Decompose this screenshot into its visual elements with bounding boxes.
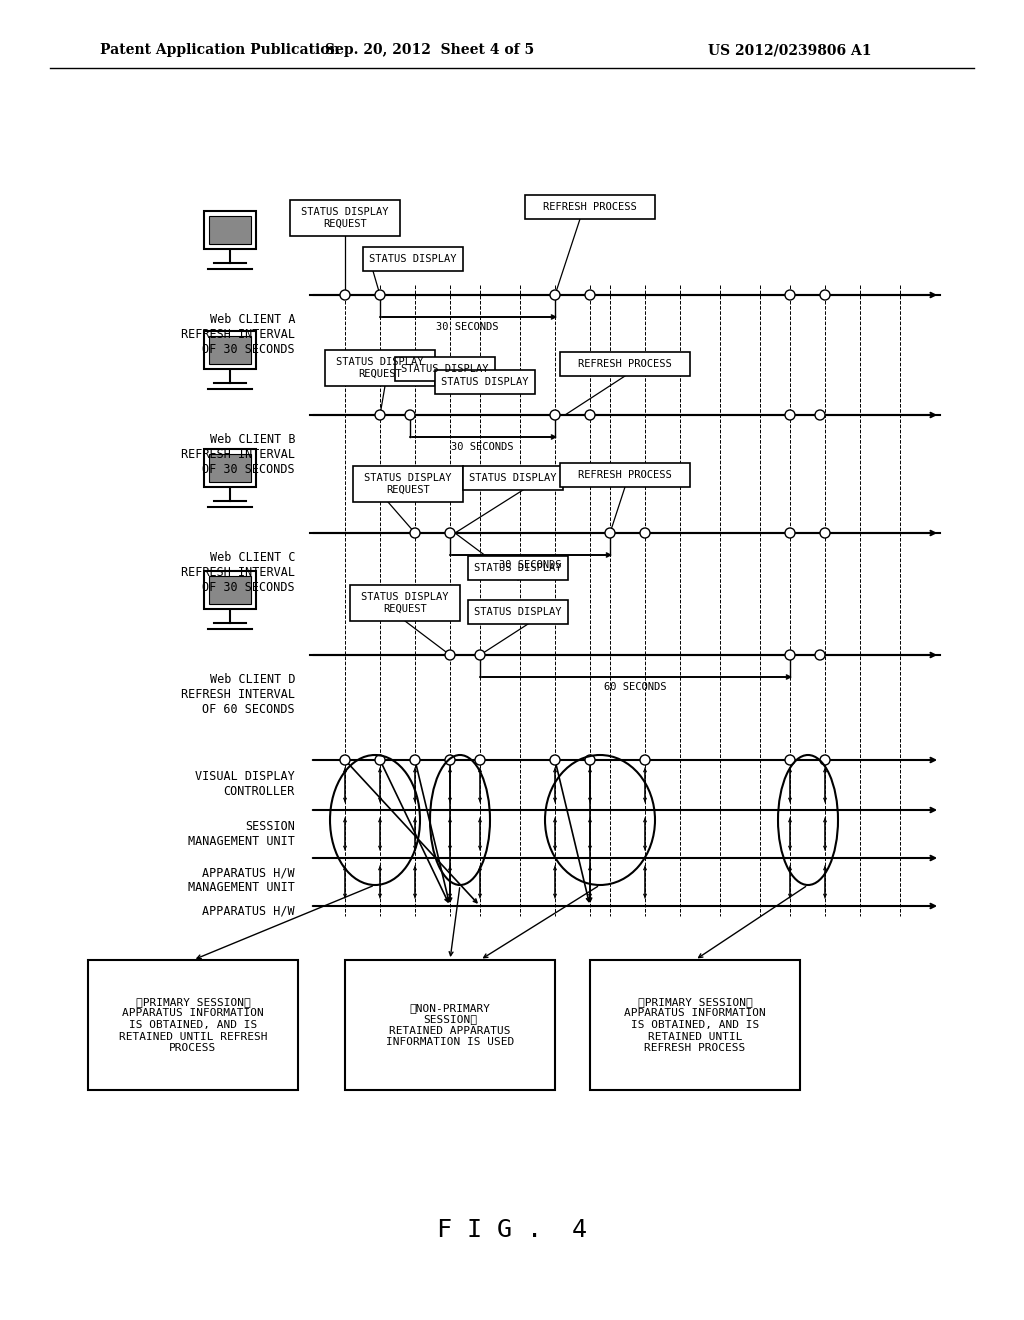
Text: US 2012/0239806 A1: US 2012/0239806 A1 [709,44,871,57]
Circle shape [785,528,795,539]
Circle shape [410,528,420,539]
Bar [204,211,256,249]
Bar [209,337,251,364]
Circle shape [375,290,385,300]
Bar [345,960,555,1090]
Bar [463,466,563,490]
Bar [290,201,400,236]
Text: APPARATUS H/W
MANAGEMENT UNIT: APPARATUS H/W MANAGEMENT UNIT [188,866,295,894]
Circle shape [815,411,825,420]
Bar [204,449,256,487]
Text: F I G .  4: F I G . 4 [437,1218,587,1242]
Circle shape [550,755,560,766]
Circle shape [605,528,615,539]
Circle shape [820,755,830,766]
Circle shape [406,411,415,420]
Text: 《NON-PRIMARY
SESSION》
RETAINED APPARATUS
INFORMATION IS USED: 《NON-PRIMARY SESSION》 RETAINED APPARATUS… [386,1003,514,1047]
Bar [204,331,256,370]
Text: Web CLIENT A
REFRESH INTERVAL
OF 30 SECONDS: Web CLIENT A REFRESH INTERVAL OF 30 SECO… [181,313,295,356]
Bar [362,247,463,271]
Circle shape [550,411,560,420]
Circle shape [820,290,830,300]
Circle shape [815,649,825,660]
Bar [353,466,463,502]
Bar [560,352,690,376]
Circle shape [340,755,350,766]
Circle shape [640,528,650,539]
Text: 《PRIMARY SESSION》
APPARATUS INFORMATION
IS OBTAINED, AND IS
RETAINED UNTIL REFRE: 《PRIMARY SESSION》 APPARATUS INFORMATION … [119,997,267,1053]
Text: Web CLIENT B
REFRESH INTERVAL
OF 30 SECONDS: Web CLIENT B REFRESH INTERVAL OF 30 SECO… [181,433,295,477]
Text: Web CLIENT C
REFRESH INTERVAL
OF 30 SECONDS: Web CLIENT C REFRESH INTERVAL OF 30 SECO… [181,550,295,594]
Text: 30 SECONDS: 30 SECONDS [436,322,499,333]
Text: REFRESH PROCESS: REFRESH PROCESS [579,359,672,370]
Circle shape [785,290,795,300]
Bar [468,601,568,624]
Text: 30 SECONDS: 30 SECONDS [499,560,561,570]
Text: REFRESH PROCESS: REFRESH PROCESS [579,470,672,480]
Text: STATUS DISPLAY
REQUEST: STATUS DISPLAY REQUEST [365,473,452,495]
Text: Web CLIENT D
REFRESH INTERVAL
OF 60 SECONDS: Web CLIENT D REFRESH INTERVAL OF 60 SECO… [181,673,295,715]
Circle shape [340,290,350,300]
Bar [209,576,251,605]
Bar [325,350,435,385]
Text: 30 SECONDS: 30 SECONDS [452,442,514,451]
Text: APPARATUS H/W: APPARATUS H/W [203,904,295,917]
Bar [350,585,460,620]
Text: STATUS DISPLAY: STATUS DISPLAY [469,473,557,483]
Text: REFRESH PROCESS: REFRESH PROCESS [543,202,637,213]
Text: 《PRIMARY SESSION》
APPARATUS INFORMATION
IS OBTAINED, AND IS
RETAINED UNTIL
REFRE: 《PRIMARY SESSION》 APPARATUS INFORMATION … [624,997,766,1053]
Circle shape [820,528,830,539]
Circle shape [475,755,485,766]
Circle shape [785,755,795,766]
Text: STATUS DISPLAY
REQUEST: STATUS DISPLAY REQUEST [336,358,424,379]
Circle shape [585,411,595,420]
Text: STATUS DISPLAY
REQUEST: STATUS DISPLAY REQUEST [361,593,449,614]
Circle shape [585,290,595,300]
Text: STATUS DISPLAY: STATUS DISPLAY [474,564,562,573]
Text: STATUS DISPLAY: STATUS DISPLAY [474,607,562,616]
Text: STATUS DISPLAY
REQUEST: STATUS DISPLAY REQUEST [301,207,389,228]
Circle shape [640,755,650,766]
Circle shape [445,649,455,660]
Bar [525,195,655,219]
Circle shape [785,411,795,420]
Circle shape [445,528,455,539]
Circle shape [785,649,795,660]
Text: VISUAL DISPLAY
CONTROLLER: VISUAL DISPLAY CONTROLLER [196,770,295,799]
Bar [209,454,251,482]
Text: STATUS DISPLAY: STATUS DISPLAY [401,364,488,374]
Bar [435,370,535,393]
Circle shape [550,290,560,300]
Circle shape [585,755,595,766]
Bar [468,556,568,579]
Bar [88,960,298,1090]
Text: STATUS DISPLAY: STATUS DISPLAY [370,253,457,264]
Bar [204,572,256,609]
Text: 60 SECONDS: 60 SECONDS [604,682,667,692]
Text: Sep. 20, 2012  Sheet 4 of 5: Sep. 20, 2012 Sheet 4 of 5 [326,44,535,57]
Bar [209,216,251,244]
Text: STATUS DISPLAY: STATUS DISPLAY [441,378,528,387]
Bar [560,463,690,487]
Text: SESSION
MANAGEMENT UNIT: SESSION MANAGEMENT UNIT [188,820,295,847]
Circle shape [410,755,420,766]
Circle shape [445,755,455,766]
Circle shape [475,649,485,660]
Bar [395,356,495,381]
Circle shape [375,411,385,420]
Text: Patent Application Publication: Patent Application Publication [100,44,340,57]
Bar [590,960,800,1090]
Circle shape [375,755,385,766]
